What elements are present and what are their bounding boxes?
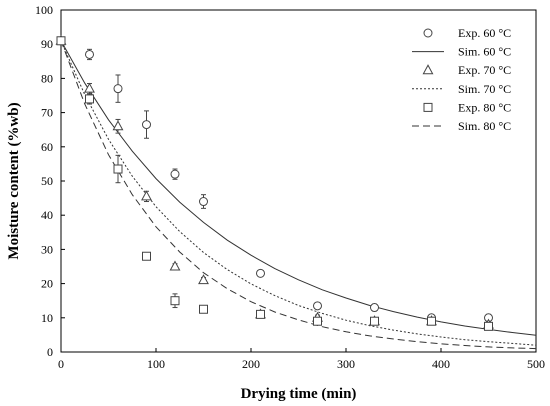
legend-label: Exp. 70 °C bbox=[458, 63, 511, 77]
data-point-circle bbox=[199, 197, 208, 207]
data-point-square bbox=[56, 36, 66, 46]
data-point-square bbox=[370, 316, 379, 326]
data-point-square bbox=[142, 251, 151, 261]
y-tick-label: 90 bbox=[41, 37, 53, 51]
y-tick-label: 40 bbox=[41, 208, 53, 222]
data-point-square bbox=[113, 164, 123, 174]
y-tick-label: 10 bbox=[41, 311, 53, 325]
data-point-triangle bbox=[141, 190, 152, 201]
data-point-square bbox=[484, 321, 493, 331]
data-point-square bbox=[199, 304, 208, 314]
legend-marker-square bbox=[423, 102, 433, 112]
sim-curve-dashed bbox=[60, 40, 537, 350]
plot-frame bbox=[60, 9, 537, 353]
legend-label: Sim. 70 °C bbox=[458, 82, 511, 96]
legend-marker-circle bbox=[423, 28, 433, 38]
data-point-triangle bbox=[198, 274, 209, 285]
legend-label: Exp. 60 °C bbox=[458, 26, 511, 40]
x-tick-label: 0 bbox=[58, 357, 64, 371]
x-axis-ticks: 0 100 200 300 400 500 bbox=[58, 348, 545, 371]
y-tick-label: 100 bbox=[35, 3, 53, 17]
x-axis-title: Drying time (min) bbox=[241, 386, 357, 402]
y-tick-label: 60 bbox=[41, 140, 53, 154]
y-tick-label: 20 bbox=[41, 277, 53, 291]
data-point-square bbox=[170, 296, 180, 306]
x-tick-label: 300 bbox=[337, 357, 355, 371]
data-point-circle bbox=[256, 268, 265, 278]
simulation-curves bbox=[60, 40, 537, 350]
sim-curve-dotted bbox=[60, 40, 537, 346]
y-tick-label: 50 bbox=[41, 174, 53, 188]
legend-label: Exp. 80 °C bbox=[458, 100, 511, 114]
data-point-triangle bbox=[169, 260, 181, 271]
y-tick-label: 30 bbox=[41, 242, 53, 256]
y-tick-label: 70 bbox=[41, 106, 53, 120]
legend-label: Sim. 80 °C bbox=[458, 119, 511, 133]
data-point-triangle bbox=[84, 82, 95, 93]
data-point-circle bbox=[370, 303, 379, 313]
y-tick-label: 80 bbox=[41, 71, 53, 85]
data-point-circle bbox=[170, 169, 180, 179]
y-axis-title: Moisture content (%wb) bbox=[6, 102, 22, 259]
data-point-square bbox=[427, 316, 436, 326]
data-point-square bbox=[313, 316, 322, 326]
data-point-square bbox=[85, 94, 94, 104]
data-point-circle bbox=[142, 120, 151, 130]
x-tick-label: 400 bbox=[432, 357, 450, 371]
sim-curve-solid bbox=[60, 40, 537, 336]
experimental-points bbox=[55, 34, 494, 331]
data-point-circle bbox=[313, 301, 322, 311]
legend: Exp. 60 °C Sim. 60 °C Exp. 70 °C Sim. 70 °C… bbox=[412, 26, 511, 133]
x-tick-label: 100 bbox=[147, 357, 165, 371]
data-point-square bbox=[256, 309, 265, 319]
plot-area-border bbox=[60, 9, 537, 353]
data-point-circle bbox=[113, 84, 123, 94]
legend-marker-triangle bbox=[422, 64, 434, 75]
data-point-circle bbox=[85, 49, 94, 59]
data-point-triangle bbox=[112, 120, 124, 131]
legend-label: Sim. 60 °C bbox=[458, 45, 511, 59]
x-tick-label: 500 bbox=[527, 357, 545, 371]
y-tick-label: 0 bbox=[47, 345, 53, 359]
x-tick-label: 200 bbox=[242, 357, 260, 371]
